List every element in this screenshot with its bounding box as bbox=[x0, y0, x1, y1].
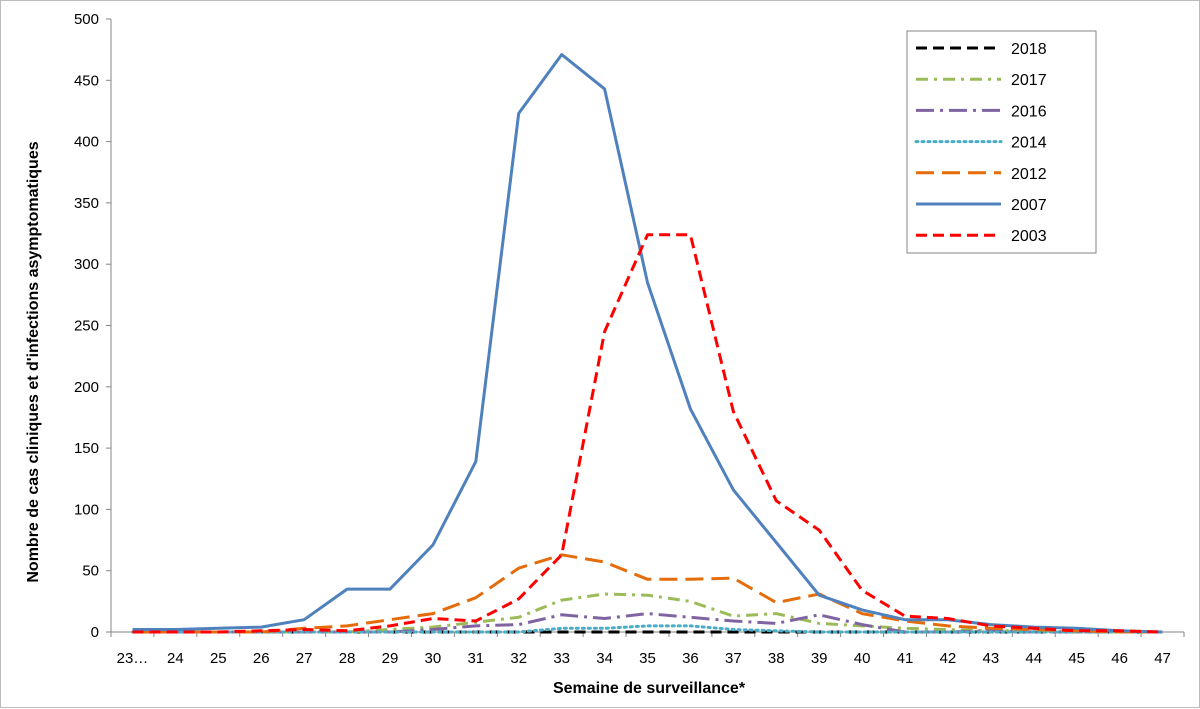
x-tick-label-33: 33 bbox=[553, 650, 570, 667]
series-line-2012 bbox=[132, 553, 1163, 634]
x-tick-label-32: 32 bbox=[510, 650, 527, 667]
y-ticks: 0 50 100 150 200 250 300 350 400 450 500 bbox=[74, 11, 111, 641]
x-tick-label-45: 45 bbox=[1068, 650, 1085, 667]
x-tick-label-25: 25 bbox=[210, 650, 227, 667]
legend-label-2012: 2012 bbox=[1011, 166, 1047, 183]
x-tick-label-27: 27 bbox=[296, 650, 313, 667]
y-tick-label-0: 0 bbox=[91, 624, 99, 641]
x-tick-label-46: 46 bbox=[1111, 650, 1128, 667]
x-tick-label-39: 39 bbox=[811, 650, 828, 667]
x-tick-label-36: 36 bbox=[682, 650, 699, 667]
y-tick-label-100: 100 bbox=[74, 501, 99, 518]
x-tick-label-42: 42 bbox=[940, 650, 957, 667]
y-tick-label-50: 50 bbox=[82, 563, 99, 580]
legend-label-2003: 2003 bbox=[1011, 228, 1047, 245]
legend-label-2016: 2016 bbox=[1011, 103, 1047, 120]
y-tick-label-450: 450 bbox=[74, 72, 99, 89]
y-axis-title: Nombre de cas cliniques et d'infections … bbox=[25, 141, 42, 582]
legend-label-2018: 2018 bbox=[1011, 41, 1047, 58]
y-tick-label-150: 150 bbox=[74, 440, 99, 457]
x-tick-label-34: 34 bbox=[596, 650, 613, 667]
series-lines bbox=[131, 53, 1164, 634]
x-tick-label-29: 29 bbox=[382, 650, 399, 667]
y-tick-label-300: 300 bbox=[74, 256, 99, 273]
legend-label-2014: 2014 bbox=[1011, 135, 1047, 152]
x-ticks: 23… 24 25 26 27 28 29 30 31 32 33 34 35 36 37 38 39 40 41 4… bbox=[110, 632, 1185, 667]
x-tick-label-23: 23… bbox=[117, 650, 149, 667]
x-tick-label-47: 47 bbox=[1154, 650, 1171, 667]
y-tick-label-500: 500 bbox=[74, 11, 99, 28]
x-tick-label-26: 26 bbox=[253, 650, 270, 667]
legend-label-2017: 2017 bbox=[1011, 72, 1047, 89]
x-tick-label-28: 28 bbox=[339, 650, 356, 667]
x-axis-title: Semaine de surveillance* bbox=[553, 680, 746, 697]
x-tick-label-31: 31 bbox=[467, 650, 484, 667]
y-tick-label-400: 400 bbox=[74, 134, 99, 151]
x-tick-label-24: 24 bbox=[167, 650, 184, 667]
x-tick-label-30: 30 bbox=[425, 650, 442, 667]
y-tick-label-200: 200 bbox=[74, 379, 99, 396]
y-tick-label-250: 250 bbox=[74, 318, 99, 335]
x-tick-label-40: 40 bbox=[854, 650, 871, 667]
series-line-2007 bbox=[132, 53, 1163, 634]
series-line-2014 bbox=[131, 624, 1164, 634]
legend-label-2007: 2007 bbox=[1011, 197, 1047, 214]
y-tick-label-350: 350 bbox=[74, 195, 99, 212]
x-tick-label-37: 37 bbox=[725, 650, 742, 667]
x-tick-label-38: 38 bbox=[768, 650, 785, 667]
x-tick-label-44: 44 bbox=[1025, 650, 1042, 667]
x-tick-label-41: 41 bbox=[897, 650, 914, 667]
legend: 2018 2017 2016 2014 2012 2007 2003 bbox=[906, 30, 1097, 254]
x-tick-label-43: 43 bbox=[983, 650, 1000, 667]
series-line-2003 bbox=[132, 233, 1163, 634]
x-tick-label-35: 35 bbox=[639, 650, 656, 667]
